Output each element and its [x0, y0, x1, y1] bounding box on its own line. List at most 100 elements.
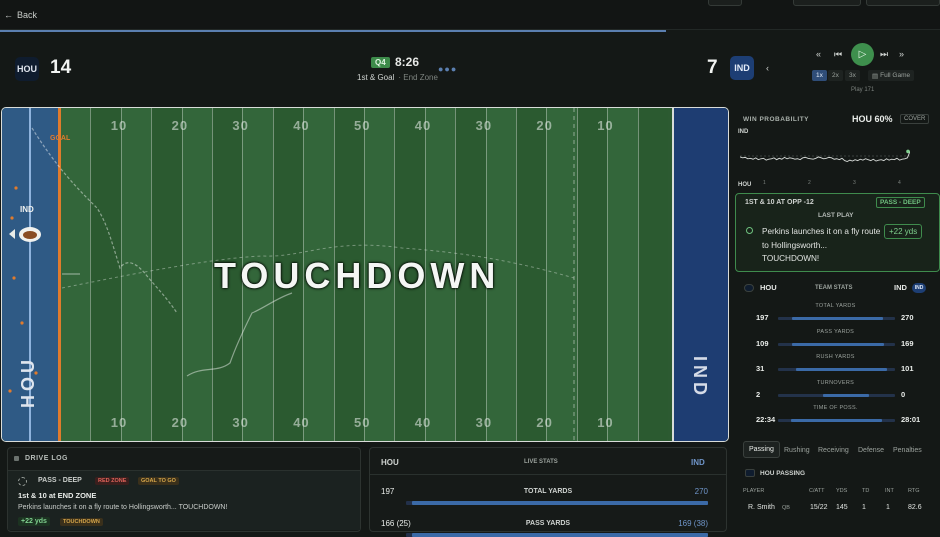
yard-number: 30	[232, 118, 249, 133]
yard-number: 20	[536, 118, 553, 133]
collapse-icon[interactable]: ‹	[766, 63, 769, 73]
field-stripe	[303, 108, 334, 441]
field-zone: · End Zone	[398, 73, 438, 82]
endline	[29, 108, 31, 441]
toolbar-button[interactable]	[866, 0, 940, 6]
tab-passing[interactable]: Passing	[743, 441, 780, 458]
football-icon	[19, 227, 41, 242]
away-endzone-text: IND	[690, 356, 710, 399]
quarter-badge: Q4	[371, 57, 390, 68]
speed-2x[interactable]: 2x	[828, 70, 843, 81]
toolbar-button[interactable]	[708, 0, 742, 6]
yard-number: 20	[171, 118, 189, 133]
fast-forward-icon[interactable]: »	[899, 49, 905, 59]
team-stats-left: HOU	[760, 283, 777, 292]
live-stat-right: 270	[694, 487, 708, 496]
stat-bar-fill	[791, 317, 883, 320]
tab-penalties[interactable]: Penalties	[893, 447, 922, 454]
col-rtg: RTG	[908, 488, 920, 494]
win-probability-title: WIN PROBABILITY	[743, 116, 809, 123]
yard-line	[607, 108, 609, 441]
last-play-down: 1ST & 10 AT OPP -12	[745, 199, 814, 206]
cover-button[interactable]: COVER	[900, 114, 930, 124]
yard-number: 40	[293, 415, 310, 430]
yard-line	[424, 108, 426, 441]
stat-bar-fill	[823, 393, 870, 397]
field-stripe	[272, 108, 304, 441]
speed-3x[interactable]: 3x	[845, 70, 860, 81]
stat-left-value: 2	[756, 389, 761, 399]
wp-quarter-label: 2	[808, 180, 811, 186]
stat-right-value: 169	[901, 338, 914, 348]
live-stat-bar-fill	[412, 501, 708, 505]
down-label: 1st & Goal	[357, 73, 395, 82]
away-team-logo: IND	[912, 283, 926, 293]
yard-number: 10	[110, 118, 128, 133]
stat-left-value: 109	[756, 338, 769, 348]
live-stats-right: IND	[691, 458, 705, 467]
route-path	[61, 244, 575, 289]
stat-bar-fill	[792, 342, 884, 346]
player-td: 1	[862, 504, 866, 511]
drive-description: Perkins launches it on a fly route to Ho…	[18, 504, 228, 511]
live-stat-left: 197	[381, 487, 395, 496]
yard-line	[637, 108, 639, 441]
ball-carrier-team: IND	[20, 205, 34, 214]
tab-defense[interactable]: Defense	[858, 447, 885, 454]
yard-number: 10	[597, 415, 614, 430]
back-button[interactable]: ← Back	[4, 10, 37, 20]
home-team-badge: HOU	[15, 57, 39, 81]
hou-logo	[745, 469, 755, 477]
stat-bar-fill	[796, 368, 888, 371]
yard-number: 20	[171, 415, 189, 430]
skip-back-icon[interactable]: ⏮	[834, 49, 843, 59]
team-stats-title: TEAM STATS	[815, 285, 853, 291]
live-stat-bar-fill	[412, 533, 708, 537]
top-bar: ← Back	[0, 0, 940, 30]
yard-line	[516, 108, 517, 441]
play-route-svg	[8, 108, 575, 441]
zone-label: End Zone	[403, 73, 438, 82]
goal-line	[58, 108, 61, 441]
yard-number: 10	[110, 415, 128, 430]
win-probability-chart	[740, 149, 910, 163]
yard-line	[181, 108, 183, 441]
full-game-label: Full Game	[880, 72, 911, 79]
field-stripe	[333, 108, 364, 441]
player-catt: 15/22	[810, 504, 828, 511]
field-stripe	[364, 108, 395, 441]
stat-right-value: 28:01	[901, 415, 921, 424]
rewind-icon[interactable]: «	[816, 49, 822, 59]
skip-forward-icon[interactable]: ⏭	[880, 49, 889, 59]
player-dot	[34, 371, 38, 375]
full-game-button[interactable]: ▤ Full Game	[868, 70, 915, 81]
yard-line	[272, 108, 274, 441]
tab-rushing[interactable]: Rushing	[784, 447, 810, 454]
red-zone-tag: RED ZONE	[95, 477, 130, 485]
stat-right-value: 0	[901, 389, 906, 399]
stat-label: PASS YARDS	[816, 328, 855, 335]
col-yds: YDS	[836, 488, 848, 494]
field-stripe	[546, 108, 577, 441]
goal-to-go-tag: GOAL TO GO	[138, 477, 179, 485]
yard-line	[394, 108, 396, 441]
speed-1x[interactable]: 1x	[812, 70, 827, 81]
drive-log-title: DRIVE LOG	[25, 455, 69, 462]
field-stripe	[242, 108, 273, 441]
field-stripe	[576, 108, 608, 441]
player-name[interactable]: R. Smith	[748, 504, 775, 511]
col-int: INT	[885, 488, 894, 494]
drive-log-icon	[14, 456, 19, 461]
divider	[370, 474, 726, 475]
live-stats-left: HOU	[381, 458, 399, 467]
route-path	[186, 292, 293, 377]
field-stripe	[90, 108, 121, 441]
football-field: GOAL IND HOU 10 10 20 20 30 30 40 40 50 50 40 40 30 3…	[1, 107, 729, 442]
play-button[interactable]: ▷	[851, 43, 874, 66]
player-pos: QB	[782, 505, 790, 511]
last-play-description: Perkins launches it on a fly route to Ho…	[762, 227, 881, 263]
yard-number: 20	[536, 415, 553, 430]
tab-receiving[interactable]: Receiving	[818, 447, 849, 454]
toolbar-button[interactable]	[793, 0, 861, 6]
player-stats-section: HOU PASSING	[760, 470, 806, 477]
